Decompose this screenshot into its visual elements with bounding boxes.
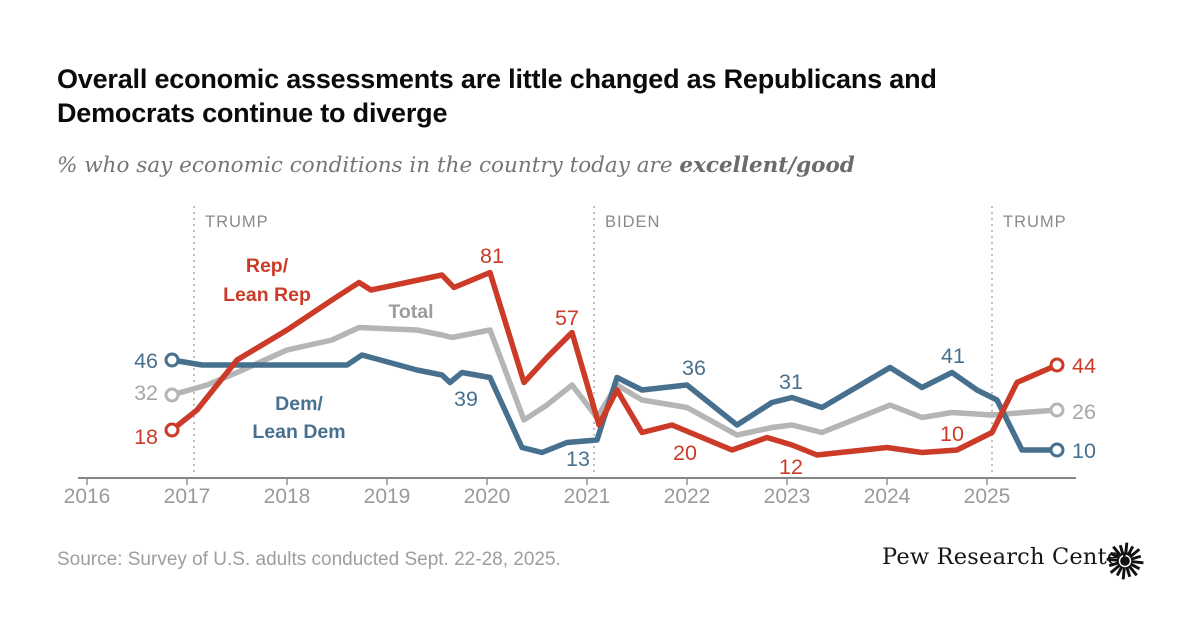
value-label: 46 xyxy=(134,349,158,373)
x-axis-year-label: 2023 xyxy=(764,485,811,508)
x-axis-year-label: 2019 xyxy=(364,485,411,508)
value-label: 10 xyxy=(940,422,964,446)
value-label: 31 xyxy=(779,370,803,394)
endpoint-marker-dem xyxy=(164,352,180,368)
x-axis-year-label: 2022 xyxy=(664,485,711,508)
logo-ray xyxy=(1106,557,1119,562)
logo-ray xyxy=(1112,545,1123,558)
value-label: 10 xyxy=(1072,439,1096,463)
value-label: 44 xyxy=(1072,354,1096,378)
chart-title: Overall economic assessments are little … xyxy=(57,62,1137,130)
chart-title-line1: Overall economic assessments are little … xyxy=(57,64,937,94)
value-label: 57 xyxy=(555,306,579,330)
series-label: Dem/Lean Dem xyxy=(252,393,345,443)
logo-ray xyxy=(1130,554,1142,561)
series-label: Total xyxy=(388,301,433,323)
logo-ray xyxy=(1121,567,1126,580)
series-line-total xyxy=(169,324,1060,438)
logo-ray xyxy=(1128,548,1141,559)
series-line-rep xyxy=(169,269,1060,458)
logo-ray xyxy=(1109,551,1121,560)
endpoint-marker-total xyxy=(164,387,180,403)
value-label: 13 xyxy=(566,447,590,471)
x-axis-year-label: 2017 xyxy=(164,485,211,508)
value-label: 18 xyxy=(134,425,158,449)
x-axis-year-label: 2018 xyxy=(264,485,311,508)
brand-wordmark: Pew Research Center xyxy=(882,544,1132,570)
x-axis-year-label: 2020 xyxy=(464,485,511,508)
value-label: 81 xyxy=(480,244,504,268)
value-label: 41 xyxy=(941,344,965,368)
x-axis-year-label: 2025 xyxy=(964,485,1011,508)
x-axis-year-label: 2024 xyxy=(864,485,911,508)
logo-ray xyxy=(1108,561,1120,568)
logo-ray xyxy=(1131,560,1144,565)
logo-ray xyxy=(1115,565,1124,577)
chart-subtitle-emphasis: excellent/good xyxy=(679,153,855,178)
era-label: TRUMP xyxy=(1003,213,1067,231)
series-line-dem xyxy=(169,352,1060,456)
logo-ray xyxy=(1124,542,1129,555)
chart-subtitle: % who say economic conditions in the cou… xyxy=(57,153,1137,178)
chart-title-line2: Democrats continue to diverge xyxy=(57,98,448,128)
logo-ray xyxy=(1129,562,1141,571)
source-note: Source: Survey of U.S. adults conducted … xyxy=(57,549,561,570)
value-label: 20 xyxy=(673,441,697,465)
logo-ray xyxy=(1125,566,1132,578)
endpoint-marker-rep xyxy=(164,422,180,438)
value-label: 26 xyxy=(1072,400,1096,424)
era-label: TRUMP xyxy=(205,213,269,231)
value-label: 39 xyxy=(454,387,478,411)
value-label: 12 xyxy=(779,455,803,479)
value-label: 36 xyxy=(682,356,706,380)
logo-ray xyxy=(1126,545,1135,557)
endpoint-marker-rep xyxy=(1049,357,1065,373)
value-label: 32 xyxy=(134,381,158,405)
logo-ray xyxy=(1109,563,1122,574)
series-label: Rep/Lean Rep xyxy=(223,255,311,306)
x-axis-year-label: 2021 xyxy=(564,485,611,508)
logo-ray xyxy=(1118,544,1125,556)
era-label: BIDEN xyxy=(605,213,660,231)
pew-logo-icon xyxy=(1106,542,1144,580)
logo-ray xyxy=(1127,564,1138,577)
x-axis-year-label: 2016 xyxy=(64,485,111,508)
logo-center xyxy=(1120,556,1130,566)
chart-subtitle-text: % who say economic conditions in the cou… xyxy=(57,153,680,178)
endpoint-marker-total xyxy=(1049,402,1065,418)
endpoint-marker-dem xyxy=(1049,442,1065,458)
